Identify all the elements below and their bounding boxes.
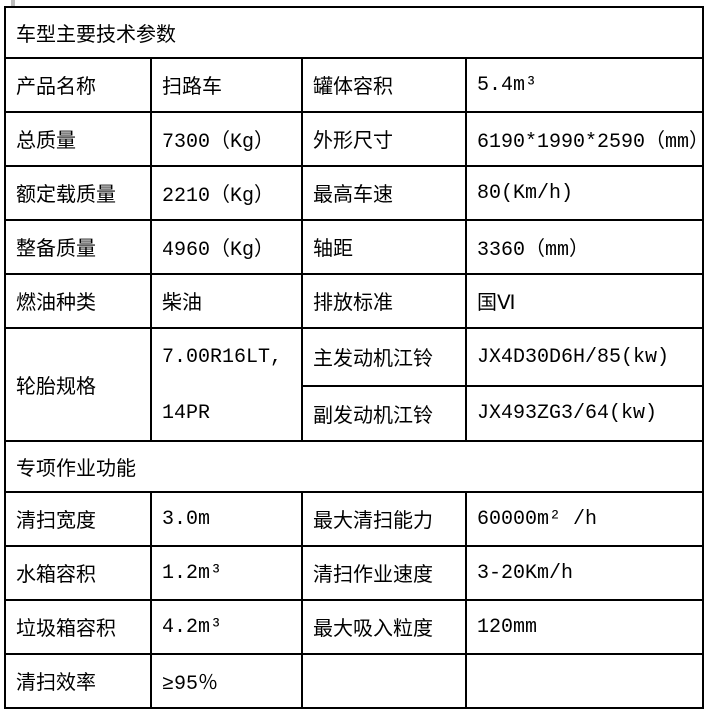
cell-curb-weight-value: 4960（Kg） bbox=[150, 219, 303, 275]
cell-tire-spec-value: 7.00R16LT, 14PR bbox=[150, 327, 303, 442]
tire-spec-value-line1: 7.00R16LT, bbox=[162, 346, 283, 369]
cell-total-mass-value: 7300（Kg） bbox=[150, 111, 303, 167]
cell-garbage-bin-value: 4.2m³ bbox=[150, 599, 303, 655]
cell-max-speed-label: 最高车速 bbox=[301, 165, 467, 221]
table-row-total-mass: 总质量 7300（Kg） 外形尺寸 6190*1990*2590（mm） bbox=[4, 111, 704, 167]
cell-sweep-width-value: 3.0m bbox=[150, 491, 303, 547]
cell-total-mass-label: 总质量 bbox=[4, 111, 152, 167]
table-row-aux-engine: 副发动机江铃 JX493ZG3/64(kw) bbox=[5, 385, 704, 442]
cell-max-suction-size-label: 最大吸入粒度 bbox=[301, 599, 467, 655]
cell-water-tank-value: 1.2m³ bbox=[150, 545, 303, 601]
cell-fuel-type-label: 燃油种类 bbox=[4, 273, 152, 329]
specs-table: 车型主要技术参数 产品名称 扫路车 罐体容积 5.4m³ 总质量 7300（Kg… bbox=[4, 6, 704, 709]
table-row-sweep-efficiency: 清扫效率 ≥95％ bbox=[4, 653, 704, 709]
section-title-main-params: 车型主要技术参数 bbox=[4, 6, 704, 59]
cell-garbage-bin-label: 垃圾箱容积 bbox=[4, 599, 152, 655]
cell-main-engine-label: 主发动机江铃 bbox=[301, 326, 467, 388]
table-row-tire-main-engine: 轮胎规格 7.00R16LT, 14PR 主发动机江铃 JX4D30D6H/85… bbox=[4, 326, 704, 442]
section-title-row-main-params: 车型主要技术参数 bbox=[4, 6, 704, 59]
cell-wheelbase-label: 轴距 bbox=[301, 219, 467, 275]
cell-max-speed-value: 80(Km/h) bbox=[465, 165, 704, 221]
page-edge-artifact bbox=[11, 0, 15, 6]
table-row-garbage-bin: 垃圾箱容积 4.2m³ 最大吸入粒度 120mm bbox=[4, 599, 704, 655]
cell-water-tank-label: 水箱容积 bbox=[4, 545, 152, 601]
tire-spec-value-line2: 14PR bbox=[162, 401, 211, 425]
cell-sweep-width-label: 清扫宽度 bbox=[4, 491, 152, 547]
tire-spec-label-text: 轮胎规格 bbox=[16, 376, 96, 400]
cell-product-name-value: 扫路车 bbox=[150, 57, 303, 113]
cell-tire-spec-label: 轮胎规格 bbox=[4, 327, 152, 442]
cell-product-name-label: 产品名称 bbox=[4, 57, 152, 113]
cell-empty-2 bbox=[465, 653, 704, 709]
cell-aux-engine-label: 副发动机江铃 bbox=[301, 385, 467, 442]
section-title-row-special-functions: 专项作业功能 bbox=[4, 440, 704, 493]
section-title-special-functions: 专项作业功能 bbox=[4, 440, 704, 493]
cell-emission-standard-value: 国Ⅵ bbox=[465, 273, 704, 329]
cell-emission-standard-label: 排放标准 bbox=[301, 273, 467, 329]
cell-max-sweep-capacity-label: 最大清扫能力 bbox=[301, 491, 467, 547]
cell-dimensions-value: 6190*1990*2590（mm） bbox=[465, 111, 704, 167]
cell-rated-load-value: 2210（Kg） bbox=[150, 165, 303, 221]
cell-fuel-type-value: 柴油 bbox=[150, 273, 303, 329]
cell-sweep-speed-value: 3-20Km/h bbox=[465, 545, 704, 601]
cell-max-suction-size-value: 120mm bbox=[465, 599, 704, 655]
table-row-rated-load: 额定载质量 2210（Kg） 最高车速 80(Km/h) bbox=[4, 165, 704, 221]
cell-aux-engine-value: JX493ZG3/64(kw) bbox=[465, 385, 704, 442]
table-row-product-name: 产品名称 扫路车 罐体容积 5.4m³ bbox=[4, 57, 704, 113]
cell-max-sweep-capacity-value: 60000m² /h bbox=[465, 491, 704, 547]
cell-rated-load-label: 额定载质量 bbox=[4, 165, 152, 221]
cell-tank-volume-label: 罐体容积 bbox=[301, 57, 467, 113]
cell-sweep-efficiency-value: ≥95％ bbox=[150, 653, 303, 709]
cell-wheelbase-value: 3360（mm） bbox=[465, 219, 704, 275]
table-row-fuel-type: 燃油种类 柴油 排放标准 国Ⅵ bbox=[4, 273, 704, 329]
cell-sweep-efficiency-label: 清扫效率 bbox=[4, 653, 152, 709]
cell-tank-volume-value: 5.4m³ bbox=[465, 57, 704, 113]
cell-dimensions-label: 外形尺寸 bbox=[301, 111, 467, 167]
table-row-sweep-width: 清扫宽度 3.0m 最大清扫能力 60000m² /h bbox=[4, 491, 704, 547]
cell-main-engine-value: JX4D30D6H/85(kw) bbox=[465, 326, 704, 388]
cell-curb-weight-label: 整备质量 bbox=[4, 219, 152, 275]
cell-empty-1 bbox=[301, 653, 467, 709]
cell-sweep-speed-label: 清扫作业速度 bbox=[301, 545, 467, 601]
table-row-curb-weight: 整备质量 4960（Kg） 轴距 3360（mm） bbox=[4, 219, 704, 275]
table-row-water-tank: 水箱容积 1.2m³ 清扫作业速度 3-20Km/h bbox=[4, 545, 704, 601]
